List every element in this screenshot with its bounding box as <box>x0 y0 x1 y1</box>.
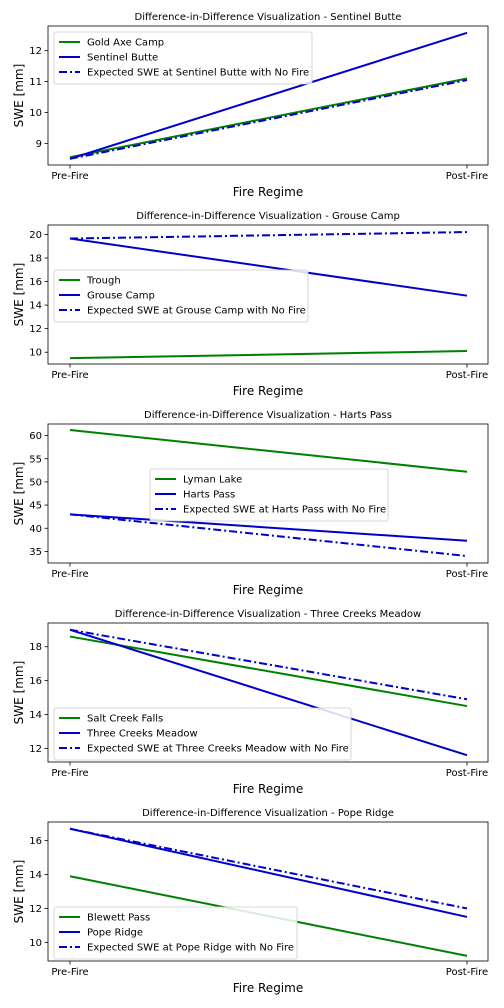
x-tick-label: Post-Fire <box>446 569 488 580</box>
legend-box <box>53 269 309 323</box>
y-tick-label: 45 <box>29 501 42 512</box>
chart-panel-4: Difference-in-Difference Visualization -… <box>12 609 489 796</box>
series-line-1 <box>69 429 468 473</box>
y-tick-label: 12 <box>29 904 42 915</box>
y-tick-label: 10 <box>29 938 42 949</box>
x-tick-label: Pre-Fire <box>51 370 88 381</box>
chart-title: Difference-in-Difference Visualization -… <box>135 12 402 23</box>
y-tick-label: 9 <box>36 139 42 150</box>
y-axis-label: SWE [mm] <box>12 263 26 327</box>
x-tick-label: Pre-Fire <box>51 569 88 580</box>
legend-label-2: Sentinel Butte <box>87 53 158 64</box>
y-tick-label: 60 <box>29 431 42 442</box>
series-line-1 <box>69 77 468 159</box>
legend-label-1: Lyman Lake <box>183 475 242 486</box>
series-line-1 <box>69 350 468 360</box>
legend-label-1: Trough <box>86 276 121 287</box>
chart-panel-3: Difference-in-Difference Visualization -… <box>12 410 489 597</box>
series-line-2 <box>69 628 468 757</box>
x-axis-label: Fire Regime <box>233 981 303 995</box>
y-tick-label: 14 <box>29 710 42 721</box>
y-tick-label: 12 <box>29 324 42 335</box>
chart-title: Difference-in-Difference Visualization -… <box>115 609 421 620</box>
axes-frame <box>47 25 489 166</box>
y-tick-label: 18 <box>29 253 42 264</box>
chart-title: Difference-in-Difference Visualization -… <box>142 808 394 819</box>
y-tick-label: 50 <box>29 477 42 488</box>
chart-panel-1: Difference-in-Difference Visualization -… <box>12 12 489 199</box>
legend: Salt Creek Falls Three Creeks Meadow Expec… <box>53 707 352 761</box>
series-line-2 <box>69 31 468 160</box>
series-line-2 <box>69 827 468 918</box>
axes-frame <box>47 622 489 763</box>
series-line-2 <box>69 237 468 297</box>
legend: Blewett Pass Pope Ridge Expected SWE at Po… <box>53 906 298 960</box>
x-tick-label: Post-Fire <box>446 171 488 182</box>
y-axis-label: SWE [mm] <box>12 860 26 924</box>
legend: Trough Grouse Camp Expected SWE at Grouse … <box>53 269 309 323</box>
y-tick-label: 12 <box>29 46 42 57</box>
legend-label-1: Blewett Pass <box>87 913 150 924</box>
legend-label-3: Expected SWE at Pope Ridge with No Fire <box>87 943 294 954</box>
legend-label-3: Expected SWE at Grouse Camp with No Fire <box>87 306 306 317</box>
x-tick-label: Pre-Fire <box>51 967 88 978</box>
series-line-3 <box>69 79 468 160</box>
series-line-3 <box>69 513 468 558</box>
x-tick-label: Pre-Fire <box>51 171 88 182</box>
legend-label-2: Pope Ridge <box>87 928 143 939</box>
axes-frame <box>47 821 489 962</box>
axes-frame <box>47 224 489 365</box>
x-tick-label: Post-Fire <box>446 967 488 978</box>
legend-label-1: Salt Creek Falls <box>87 714 163 725</box>
series-line-1 <box>69 635 468 708</box>
y-tick-label: 16 <box>29 836 42 847</box>
chart-panel-2: Difference-in-Difference Visualization -… <box>12 211 489 398</box>
x-axis-label: Fire Regime <box>233 583 303 597</box>
y-tick-label: 35 <box>29 547 42 558</box>
chart-panel-5: Difference-in-Difference Visualization -… <box>12 808 489 995</box>
legend-label-2: Harts Pass <box>183 490 235 501</box>
legend-box <box>53 707 352 761</box>
y-tick-label: 12 <box>29 744 42 755</box>
legend-label-2: Three Creeks Meadow <box>86 729 198 740</box>
y-axis-label: SWE [mm] <box>12 661 26 725</box>
legend-box <box>149 468 389 522</box>
y-tick-label: 18 <box>29 642 42 653</box>
legend-box <box>53 906 298 960</box>
y-tick-label: 10 <box>29 348 42 359</box>
y-tick-label: 16 <box>29 277 42 288</box>
legend-label-3: Expected SWE at Three Creeks Meadow with… <box>87 744 349 755</box>
y-axis-label: SWE [mm] <box>12 64 26 128</box>
legend-label-1: Gold Axe Camp <box>87 38 164 49</box>
chart-title: Difference-in-Difference Visualization -… <box>144 410 392 421</box>
legend-label-3: Expected SWE at Sentinel Butte with No F… <box>87 68 309 79</box>
x-tick-label: Pre-Fire <box>51 768 88 779</box>
legend-label-2: Grouse Camp <box>87 291 155 302</box>
legend-label-3: Expected SWE at Harts Pass with No Fire <box>183 505 386 516</box>
legend: Gold Axe Camp Sentinel Butte Expected SWE … <box>53 31 313 85</box>
chart-title: Difference-in-Difference Visualization -… <box>136 211 400 222</box>
axes-frame <box>47 423 489 564</box>
y-tick-label: 14 <box>29 301 42 312</box>
series-line-2 <box>69 513 468 542</box>
x-tick-label: Post-Fire <box>446 370 488 381</box>
y-tick-label: 14 <box>29 870 42 881</box>
y-tick-label: 11 <box>29 77 42 88</box>
legend: Lyman Lake Harts Pass Expected SWE at Hart… <box>149 468 389 522</box>
x-tick-label: Post-Fire <box>446 768 488 779</box>
y-tick-label: 40 <box>29 524 42 535</box>
x-axis-label: Fire Regime <box>233 384 303 398</box>
y-tick-label: 20 <box>29 230 42 241</box>
x-axis-label: Fire Regime <box>233 782 303 796</box>
series-line-3 <box>69 628 468 701</box>
y-axis-label: SWE [mm] <box>12 462 26 526</box>
x-axis-label: Fire Regime <box>233 185 303 199</box>
series-line-3 <box>69 827 468 910</box>
y-tick-label: 55 <box>29 454 42 465</box>
y-tick-label: 10 <box>29 108 42 119</box>
legend-box <box>53 31 313 85</box>
series-line-3 <box>69 231 468 240</box>
y-tick-label: 16 <box>29 676 42 687</box>
